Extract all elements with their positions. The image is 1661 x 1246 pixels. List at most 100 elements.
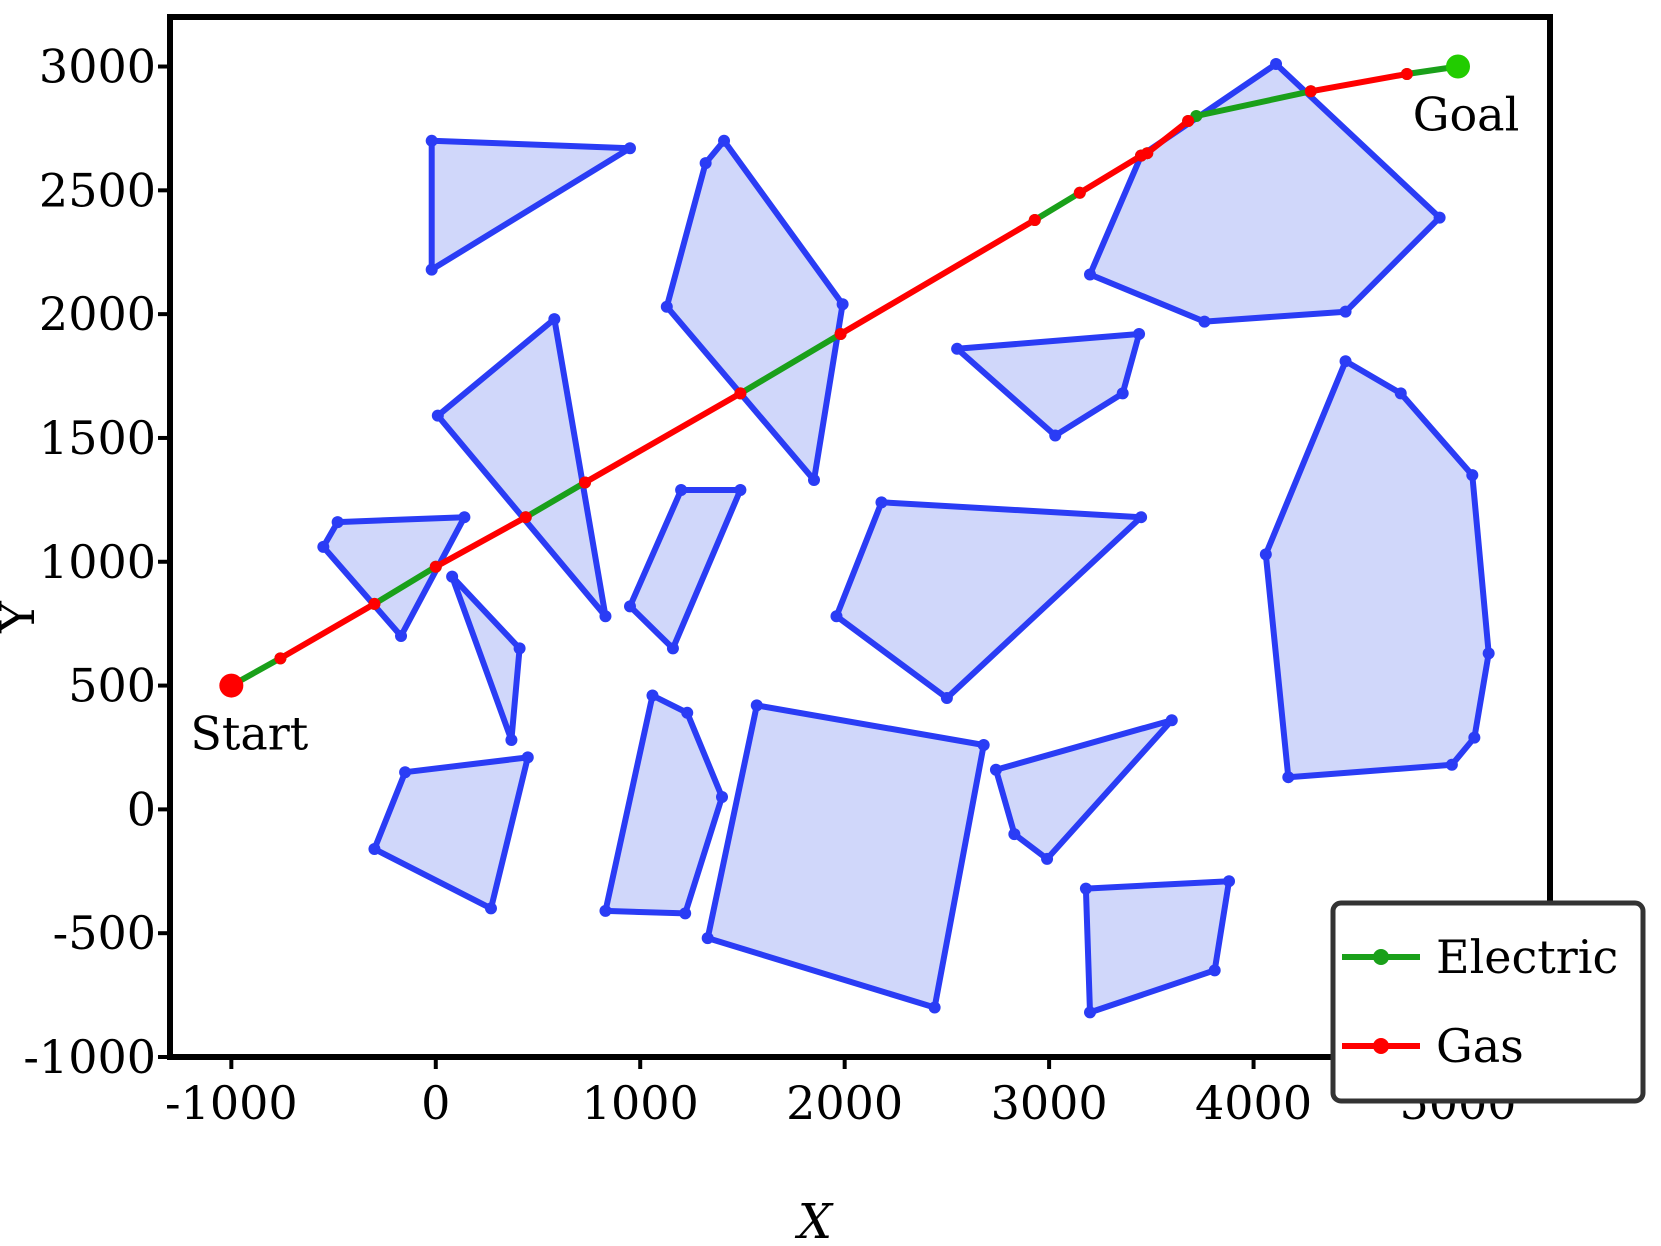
obstacle-0-vertex-1: [624, 142, 636, 155]
obstacle-5-vertex-2: [718, 134, 731, 147]
y-axis-label: Y: [0, 600, 46, 634]
gas-segment-0: [277, 600, 378, 662]
obstacle-2: [434, 316, 609, 620]
electric-segment-1: [371, 563, 439, 607]
obstacle-14-vertex-1: [1223, 875, 1236, 888]
gas-segment-2: [582, 390, 744, 486]
x-tick-label: 1000: [582, 1076, 699, 1130]
gas-point-3-1: [1028, 214, 1041, 227]
obstacle-11-vertex-0: [1084, 268, 1096, 281]
gas-point-1-1: [519, 511, 532, 524]
obstacle-10-vertex-2: [1116, 387, 1129, 400]
obstacle-6-vertex-0: [624, 600, 636, 613]
obstacle-7-vertex-3: [679, 907, 692, 920]
obstacle-14-vertex-2: [1208, 964, 1221, 977]
obstacle-3-vertex-0: [446, 570, 459, 583]
obstacle-13-vertex-5: [1468, 731, 1481, 744]
gas-point-0-0: [274, 652, 287, 665]
legend-electric-label: Electric: [1436, 930, 1618, 984]
obstacle-14-vertex-0: [1079, 882, 1092, 895]
obstacle-1-vertex-0: [317, 540, 330, 553]
obstacle-12-vertex-3: [1008, 828, 1021, 841]
goal-marker: [1446, 54, 1470, 79]
gas-point-6-1: [1400, 67, 1413, 80]
obstacle-10: [954, 331, 1143, 439]
obstacle-5: [663, 137, 846, 483]
obstacle-9-vertex-1: [875, 496, 888, 509]
obstacle-7: [602, 692, 725, 917]
obstacle-7-vertex-4: [599, 904, 612, 917]
obstacle-2-vertex-2: [599, 610, 612, 623]
obstacle-2-vertex-0: [431, 409, 444, 422]
legend-gas-label: Gas: [1436, 1019, 1524, 1073]
y-tick-label: -500: [53, 906, 156, 960]
obstacle-8-vertex-1: [977, 739, 990, 751]
obstacle-1-vertex-1: [331, 516, 344, 529]
obstacle-4-vertex-1: [521, 751, 534, 764]
obstacle-3-vertex-2: [505, 734, 518, 747]
obstacle-13-vertex-7: [1282, 771, 1295, 784]
obstacle-7-vertex-0: [646, 689, 659, 702]
obstacle-14-vertex-3: [1084, 1006, 1096, 1019]
gas-point-3-0: [834, 327, 847, 340]
obstacle-13-vertex-4: [1482, 647, 1495, 660]
gas-point-5-0: [1141, 147, 1154, 160]
gas-segment-3: [837, 217, 1038, 337]
obstacle-8-vertex-3: [701, 932, 714, 945]
x-tick-label: -1000: [165, 1076, 298, 1130]
obstacle-6-vertex-1: [675, 483, 688, 496]
obstacle-4-vertex-3: [368, 843, 381, 855]
y-tick-label: 1000: [39, 535, 156, 589]
obstacle-12-vertex-2: [1041, 852, 1054, 865]
y-tick-label: 3000: [39, 40, 156, 94]
x-axis-label: X: [794, 1194, 834, 1246]
legend-gas-marker: [1373, 1038, 1389, 1054]
legend-electric-marker: [1373, 949, 1389, 965]
start-marker: [219, 673, 244, 698]
obstacle-5-vertex-3: [836, 298, 849, 311]
y-tick-label: -1000: [23, 1030, 156, 1084]
start-annotation: Start: [190, 707, 308, 761]
obstacle-9-vertex-2: [1135, 511, 1148, 524]
x-tick-label: 3000: [991, 1076, 1108, 1130]
obstacle-13: [1262, 358, 1492, 781]
obstacle-12-vertex-0: [989, 763, 1002, 776]
obstacle-5-vertex-1: [699, 157, 712, 170]
obstacle-13-vertex-3: [1466, 469, 1479, 482]
obstacle-5-vertex-0: [660, 300, 673, 313]
obstacle-2-vertex-1: [548, 313, 561, 326]
obstacles-layer: [317, 58, 1495, 1019]
obstacle-10-vertex-1: [1133, 327, 1146, 340]
obstacle-6: [627, 487, 744, 652]
obstacle-1-vertex-2: [458, 511, 471, 524]
goal-annotation: Goal: [1413, 88, 1520, 142]
electric-segment-4: [1031, 189, 1083, 223]
obstacle-0-vertex-0: [425, 134, 438, 147]
obstacle-6-vertex-2: [734, 483, 747, 496]
obstacle-13-vertex-6: [1445, 758, 1458, 771]
x-tick-label: 4000: [1195, 1076, 1312, 1130]
obstacle-12-vertex-1: [1165, 714, 1178, 727]
obstacle-0-vertex-2: [425, 263, 438, 276]
obstacle-9: [833, 499, 1145, 701]
obstacle-8-vertex-0: [750, 699, 763, 712]
plot-frame: [167, 14, 1553, 1060]
gas-segment-5: [1144, 118, 1192, 157]
obstacle-13-vertex-0: [1259, 548, 1272, 561]
gas-point-6-0: [1304, 85, 1317, 98]
obstacle-8-vertex-2: [928, 1001, 941, 1014]
gas-point-2-0: [579, 476, 592, 489]
y-tick-label: 2000: [39, 287, 156, 341]
gas-segment-4: [1076, 152, 1145, 196]
obstacle-8: [704, 702, 987, 1011]
y-tick-label: 2500: [39, 163, 156, 217]
obstacle-3-vertex-1: [513, 642, 526, 655]
gas-segment-1: [432, 514, 529, 570]
obstacle-11-vertex-2: [1270, 58, 1283, 71]
electric-segment-3: [737, 331, 844, 397]
electric-segment-2: [522, 479, 588, 521]
obstacle-9-vertex-3: [940, 691, 953, 704]
obstacle-4: [371, 754, 531, 912]
x-tick-label: 0: [421, 1076, 450, 1130]
